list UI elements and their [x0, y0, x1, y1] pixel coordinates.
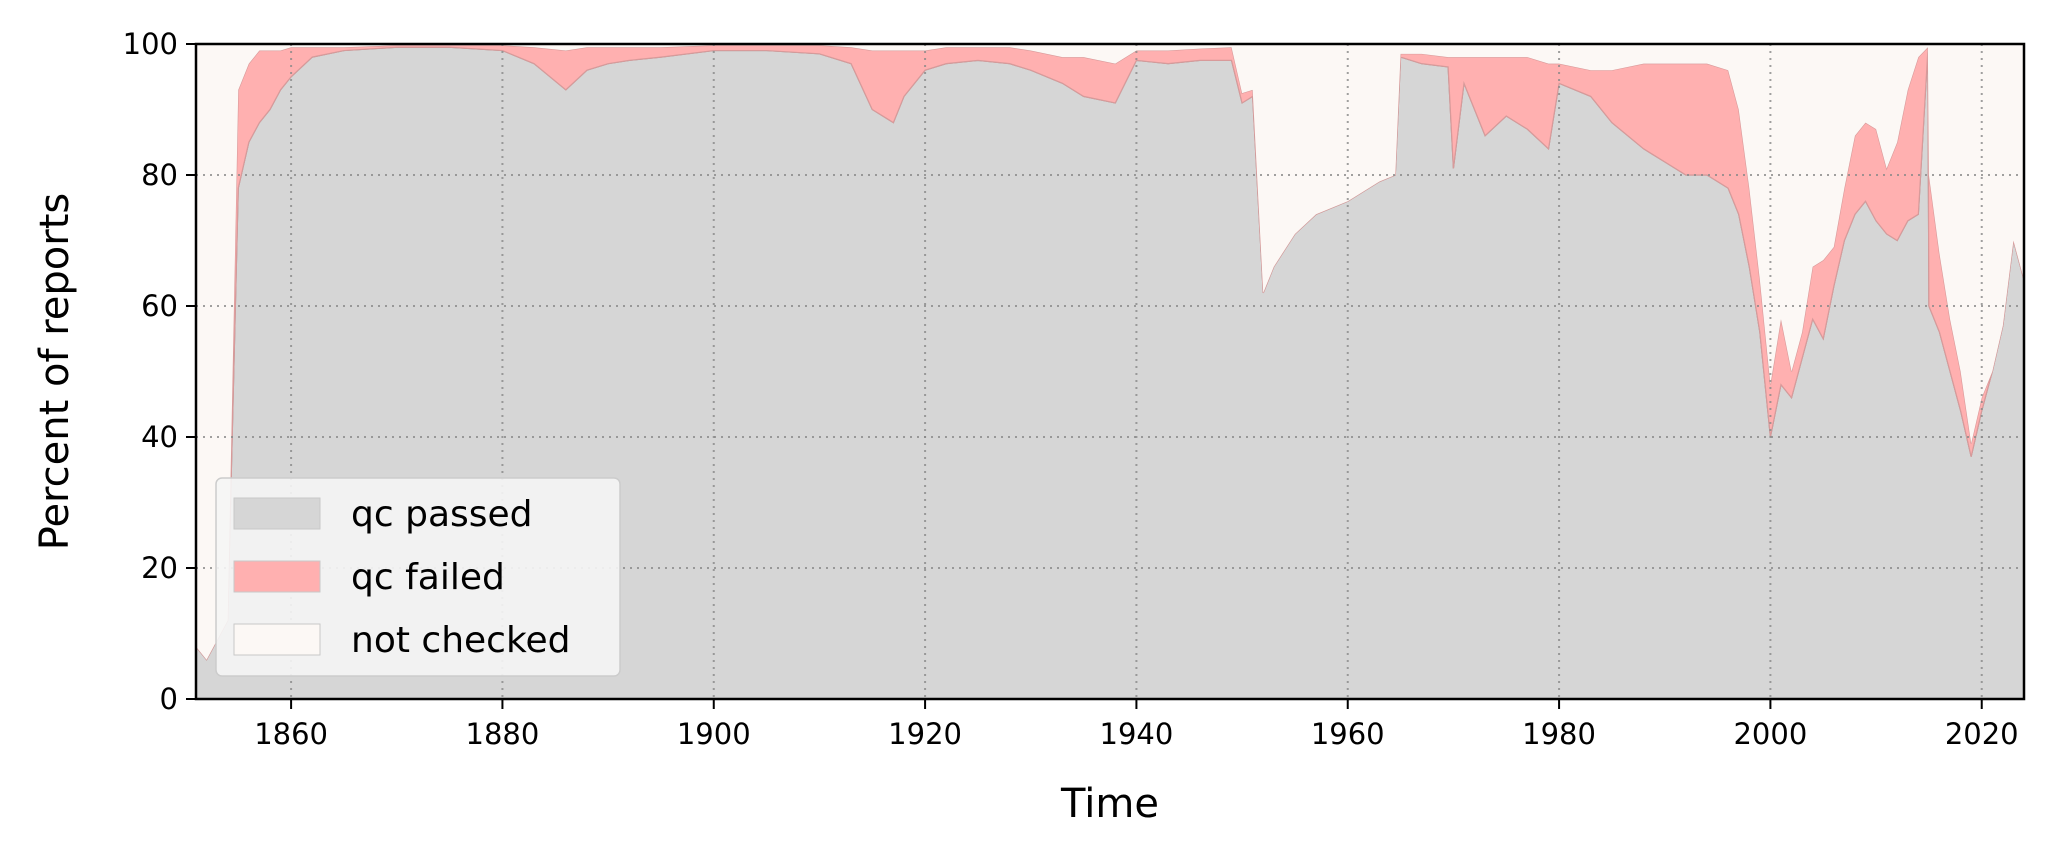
y-tick-label: 40: [141, 420, 178, 454]
x-tick-label: 1960: [1311, 717, 1385, 751]
y-axis-label: Percent of reports: [32, 193, 78, 551]
x-tick-label: 1860: [254, 717, 328, 751]
x-tick-label: 1940: [1100, 717, 1174, 751]
x-tick-label: 1920: [888, 717, 962, 751]
x-tick-label: 1880: [466, 717, 540, 751]
legend-label-qc-failed: qc failed: [351, 557, 505, 598]
legend-label-qc-passed: qc passed: [351, 494, 533, 535]
legend-swatch-qc-failed: [233, 560, 321, 593]
legend-swatch-not-checked: [233, 623, 321, 656]
y-tick-label: 80: [141, 158, 178, 192]
y-tick-label: 100: [123, 27, 178, 61]
axis-ticks: 1860 1880 1900 1920 1940 1960 1980 2000 2020 0 20 4…: [123, 27, 2019, 751]
axes-frame: [194, 42, 2026, 701]
y-tick-label: 20: [141, 551, 178, 585]
legend-swatch-qc-passed: [233, 497, 321, 530]
legend: qc passed qc failed not checked: [215, 477, 621, 677]
area-not-checked: [196, 44, 2024, 660]
x-tick-label: 2000: [1733, 717, 1807, 751]
legend-label-not-checked: not checked: [351, 620, 571, 661]
x-axis-label: Time: [1060, 781, 1159, 827]
x-tick-label: 2020: [1945, 717, 2019, 751]
y-tick-label: 0: [160, 682, 178, 716]
y-tick-label: 60: [141, 289, 178, 323]
x-tick-label: 1900: [677, 717, 751, 751]
x-tick-label: 1980: [1522, 717, 1596, 751]
